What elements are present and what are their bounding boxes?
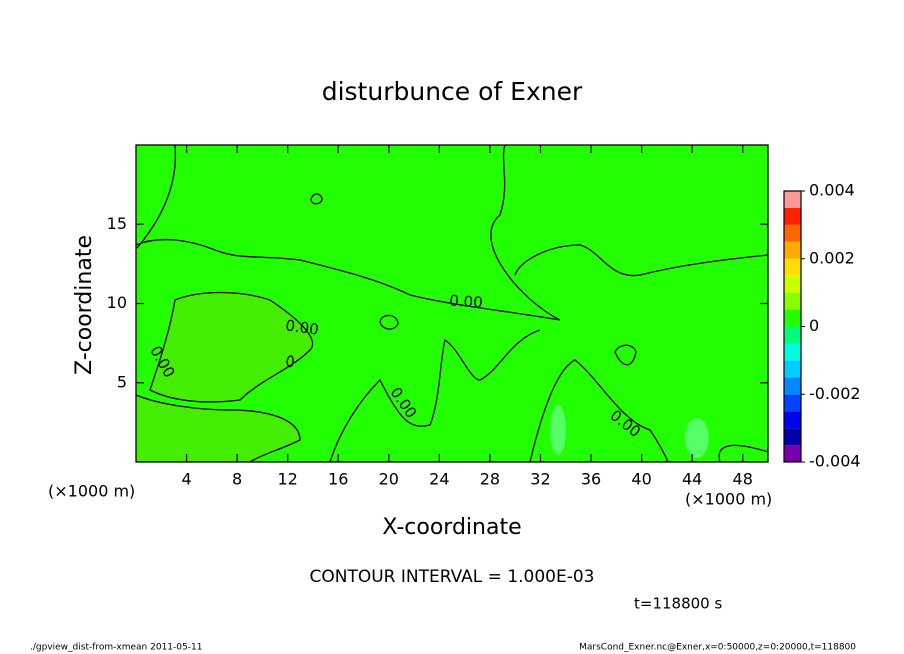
footer-right: MarsCond_Exner.nc@Exner,x=0:50000,z=0:20… (579, 643, 856, 653)
colorbar-band (784, 241, 801, 259)
x-tick-label: 32 (530, 470, 550, 489)
contour-line (135, 144, 561, 321)
colorbar-band (784, 360, 801, 378)
contour-line (149, 291, 314, 403)
field-patch (550, 405, 566, 455)
x-tick-label: 24 (429, 470, 449, 489)
y-tick-label: 15 (107, 214, 127, 233)
contour-line (379, 314, 399, 330)
contour-field (135, 144, 769, 463)
time-label: t=118800 s (634, 595, 722, 613)
contour-line (136, 144, 177, 249)
colorbar-tick-label: 0 (809, 316, 819, 335)
contour-interval: CONTOUR INTERVAL = 1.000E-03 (310, 567, 595, 587)
x-tick-label: 12 (278, 470, 298, 489)
x-tick-label: 20 (379, 470, 399, 489)
colorbar-band (784, 411, 801, 429)
colorbar-tick-label: -0.004 (809, 452, 861, 471)
colorbar-band (784, 258, 801, 276)
colorbar-band (784, 343, 801, 361)
contour-line (286, 355, 294, 368)
colorbar-band (784, 326, 801, 344)
x-unit: (×1000 m) (685, 490, 772, 509)
footer-left: ./gpview_dist-from-xmean 2011-05-11 (30, 643, 202, 653)
colorbar-band (784, 309, 801, 327)
colorbar-tick-label: 0.004 (809, 181, 855, 200)
y-axis-label: Z-coordinate (72, 235, 97, 375)
colorbar-band (784, 275, 801, 293)
colorbar-band (784, 428, 801, 446)
colorbar-band (784, 377, 801, 395)
colorbar-band (784, 445, 801, 462)
x-tick-label: 16 (328, 470, 348, 489)
field-patch (685, 418, 709, 458)
colorbar-band (784, 394, 801, 412)
contour-line (329, 329, 541, 463)
contour-line (718, 444, 769, 463)
x-tick-label: 28 (480, 470, 500, 489)
colorbar-tick-label: -0.002 (809, 384, 861, 403)
y-tick-label: 10 (107, 293, 127, 312)
colorbar-band (784, 292, 801, 310)
x-tick-label: 36 (581, 470, 601, 489)
colorbar-band (784, 224, 801, 242)
y-tick-label: 5 (117, 372, 127, 391)
colorbar-band (784, 207, 801, 225)
contour-line (135, 394, 301, 463)
x-tick-label: 44 (682, 470, 702, 489)
x-tick-label: 4 (181, 470, 191, 489)
colorbar-band (784, 191, 801, 208)
contour-line (529, 359, 669, 463)
contour-label: 0.00 (449, 291, 484, 311)
contour-line (614, 344, 637, 366)
x-tick-label: 48 (733, 470, 753, 489)
y-unit: (×1000 m) (48, 482, 135, 501)
x-tick-label: 8 (232, 470, 242, 489)
field-patch (150, 292, 313, 402)
x-tick-label: 40 (631, 470, 651, 489)
contour-label: 0.00 (284, 316, 320, 338)
field-patch (136, 395, 300, 462)
contour-line (514, 244, 769, 277)
x-axis-label: X-coordinate (382, 515, 521, 540)
chart-title: disturbunce of Exner (322, 77, 583, 106)
contour-line (310, 193, 323, 205)
colorbar-tick-label: 0.002 (809, 248, 855, 267)
